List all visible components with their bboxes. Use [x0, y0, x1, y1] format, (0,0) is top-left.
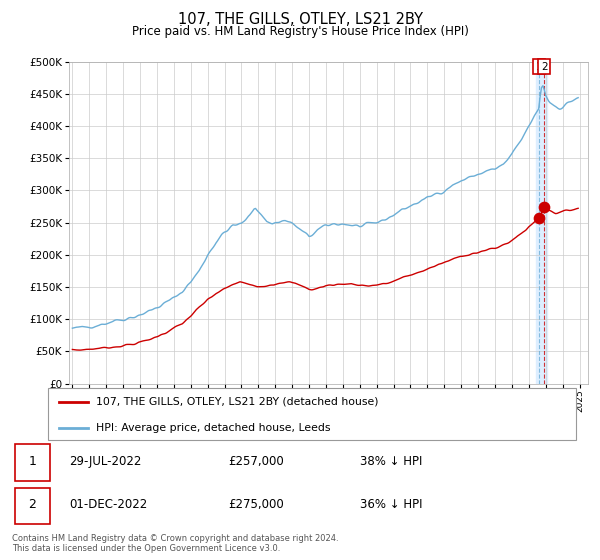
Text: 107, THE GILLS, OTLEY, LS21 2BY: 107, THE GILLS, OTLEY, LS21 2BY [178, 12, 422, 27]
Text: 1: 1 [28, 455, 37, 468]
FancyBboxPatch shape [48, 388, 576, 440]
Text: Price paid vs. HM Land Registry's House Price Index (HPI): Price paid vs. HM Land Registry's House … [131, 25, 469, 38]
FancyBboxPatch shape [15, 444, 50, 480]
Text: 29-JUL-2022: 29-JUL-2022 [69, 455, 142, 468]
Text: £275,000: £275,000 [228, 498, 284, 511]
Text: 107, THE GILLS, OTLEY, LS21 2BY (detached house): 107, THE GILLS, OTLEY, LS21 2BY (detache… [95, 397, 378, 407]
Text: 1: 1 [535, 62, 542, 72]
Bar [536, 62, 547, 384]
Text: 2: 2 [28, 498, 37, 511]
Text: Contains HM Land Registry data © Crown copyright and database right 2024.
This d: Contains HM Land Registry data © Crown c… [12, 534, 338, 553]
Text: 2: 2 [541, 62, 548, 72]
Point [539, 202, 549, 211]
Point [534, 213, 544, 222]
Text: 36% ↓ HPI: 36% ↓ HPI [360, 498, 422, 511]
Text: 01-DEC-2022: 01-DEC-2022 [69, 498, 147, 511]
Text: 38% ↓ HPI: 38% ↓ HPI [360, 455, 422, 468]
Text: £257,000: £257,000 [228, 455, 284, 468]
FancyBboxPatch shape [15, 488, 50, 524]
Text: HPI: Average price, detached house, Leeds: HPI: Average price, detached house, Leed… [95, 423, 330, 433]
